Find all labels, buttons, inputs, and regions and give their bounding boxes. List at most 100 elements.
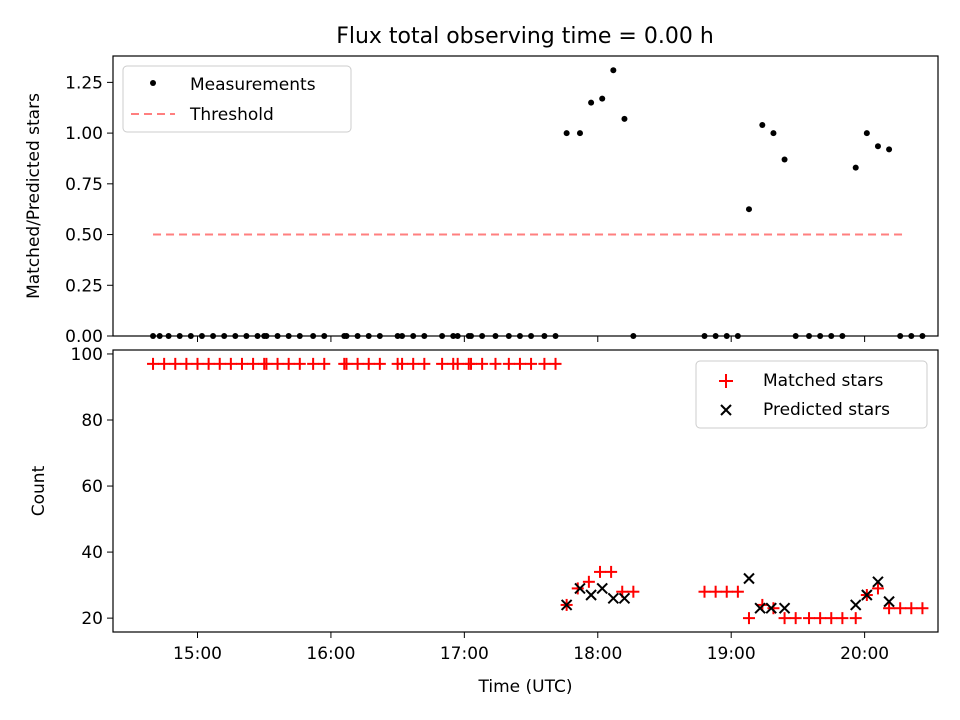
predicted-point: [574, 582, 586, 595]
matched-point: [307, 357, 320, 370]
legend-matched-label: Matched stars: [763, 371, 883, 391]
top-legend-box: [122, 65, 352, 133]
matched-point: [247, 357, 260, 370]
top-ytick-label: 0.00: [65, 327, 103, 347]
bottom-ytick-label: 60: [81, 477, 103, 497]
top-ytick-label: 1.00: [65, 124, 103, 144]
cross-stroke: [607, 592, 620, 605]
matched-point: [803, 612, 816, 625]
predicted-point: [850, 599, 862, 611]
top-ytick-label: 1.25: [65, 73, 103, 93]
legend-threshold-label: Threshold: [189, 105, 274, 125]
bottom-ytick-label: 100: [71, 345, 103, 365]
predicted-point: [607, 592, 620, 605]
matched-point: [351, 357, 364, 370]
measurement-point: [770, 130, 777, 137]
measurement-point: [781, 156, 788, 163]
bottom-xtick-label: 20:00: [840, 644, 889, 664]
matched-point: [213, 357, 226, 370]
bottom-ytick-label: 80: [81, 411, 103, 431]
matched-point: [789, 612, 802, 625]
matched-point: [525, 357, 538, 370]
axes-layer: 0.00 0.25 0.50 0.75 1.00 1.25 20 40 60 80 100 15:00…: [24, 55, 939, 697]
measurement-point: [621, 115, 628, 122]
predicted-point: [861, 589, 873, 601]
matched-point: [418, 357, 431, 370]
matched-point: [916, 602, 929, 615]
matched-point: [905, 602, 918, 615]
matched-point: [593, 565, 606, 578]
cross-stroke: [585, 589, 597, 601]
matched-point: [549, 357, 562, 370]
matched-point: [698, 585, 711, 598]
bottom-ylabel: Count: [29, 465, 49, 516]
matched-point: [709, 585, 722, 598]
bottom-xtick-label: 16:00: [306, 644, 355, 664]
cross-stroke: [560, 599, 573, 611]
matched-point: [282, 357, 295, 370]
measurement-point: [759, 121, 766, 128]
matched-point: [180, 357, 193, 370]
legend-measurement-marker: [150, 80, 156, 86]
cross-stroke: [861, 589, 873, 601]
measurement-point: [863, 130, 870, 137]
cross-stroke: [765, 602, 777, 614]
bottom-legend: Matched stars Predicted stars: [695, 360, 928, 429]
top-ytick-label: 0.25: [65, 276, 103, 296]
matched-point: [814, 612, 827, 625]
top-axes-frame: [112, 55, 939, 337]
matched-point: [883, 602, 896, 615]
bottom-plot-area: [147, 357, 929, 625]
matched-point: [513, 357, 526, 370]
cross-stroke: [618, 592, 631, 605]
matched-point: [489, 357, 502, 370]
predicted-point: [618, 592, 631, 605]
predicted-point: [778, 602, 791, 614]
predicted-point: [883, 595, 895, 608]
top-ytick-label: 0.75: [65, 175, 103, 195]
matched-point: [720, 585, 733, 598]
predicted-point: [743, 572, 755, 585]
matched-point: [582, 575, 595, 588]
matched-point: [224, 357, 237, 370]
matched-point: [451, 357, 464, 370]
legend-matched-marker: [719, 374, 733, 388]
matched-point: [605, 565, 618, 578]
matched-point: [158, 357, 171, 370]
matched-point: [731, 585, 744, 598]
predicted-point: [596, 582, 608, 595]
matched-point: [871, 582, 884, 595]
measurement-point: [576, 130, 583, 137]
bottom-xtick-label: 18:00: [573, 644, 622, 664]
measurement-point: [599, 95, 606, 102]
matched-point: [502, 357, 515, 370]
predicted-point: [872, 576, 884, 588]
bottom-ytick-label: 20: [81, 609, 103, 629]
predicted-point: [560, 599, 573, 611]
cross-stroke: [850, 599, 862, 611]
matched-point: [742, 612, 755, 625]
matched-point: [318, 357, 331, 370]
matched-point: [293, 357, 306, 370]
legend-measurements-label: Measurements: [190, 75, 316, 95]
measurement-point: [563, 130, 570, 137]
chart-title: Flux total observing time = 0.00 h: [336, 24, 714, 49]
cross-stroke: [574, 582, 586, 595]
matched-point: [340, 357, 353, 370]
matched-point: [465, 357, 478, 370]
bottom-legend-box: [695, 360, 928, 429]
measurement-point: [745, 206, 752, 213]
cross-stroke: [778, 602, 791, 614]
matched-point: [767, 602, 780, 615]
legend-predicted-label: Predicted stars: [763, 400, 890, 420]
matched-point: [571, 582, 584, 595]
matched-point: [436, 357, 449, 370]
matched-point: [373, 357, 386, 370]
cross-stroke: [720, 404, 732, 416]
matched-point: [538, 357, 551, 370]
bottom-xtick-label: 15:00: [173, 644, 222, 664]
matched-point: [169, 357, 182, 370]
measurement-point: [874, 143, 881, 150]
matched-point: [627, 585, 640, 598]
